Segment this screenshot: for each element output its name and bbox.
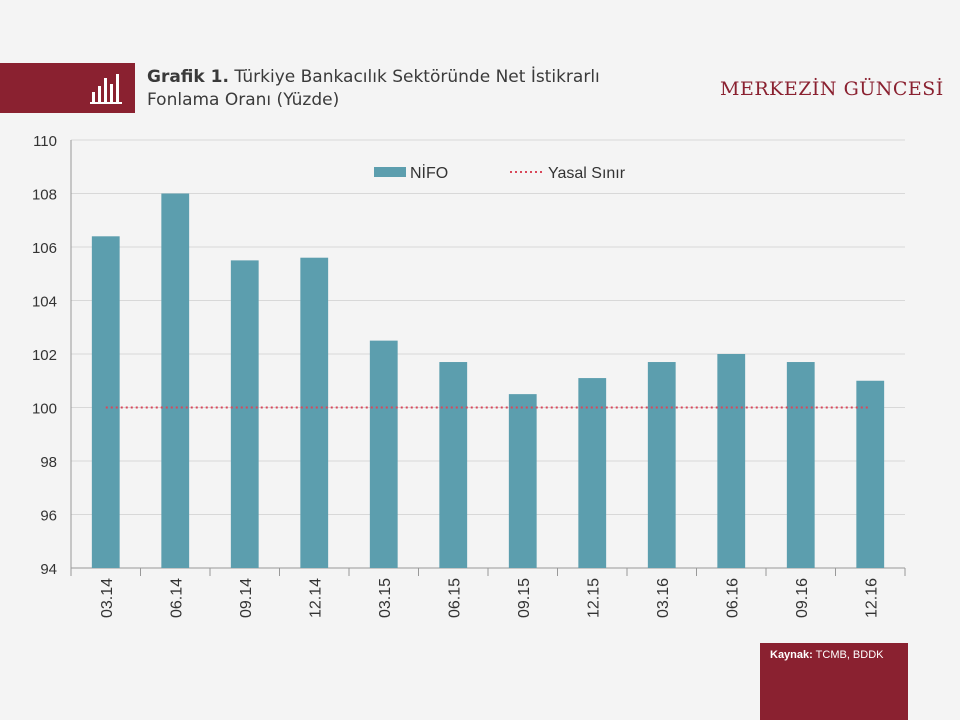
- x-tick-label: 12.14: [307, 578, 324, 618]
- source-note: Kaynak: TCMB, BDDK: [770, 649, 884, 661]
- y-tick-label: 108: [32, 187, 57, 204]
- y-tick-label: 102: [32, 347, 57, 364]
- title-line-1: Türkiye Bankacılık Sektöründe Net İstikr…: [228, 67, 600, 87]
- bar: [647, 362, 676, 568]
- bar: [91, 236, 120, 569]
- y-tick-label: 110: [33, 133, 57, 150]
- source-label: Kaynak:: [770, 649, 813, 661]
- title-label: Grafik 1.: [147, 67, 229, 87]
- brand-name: MERKEZİN GÜNCESİ: [720, 78, 944, 100]
- source-box: [760, 643, 908, 720]
- legend-label-nifo: NİFO: [410, 163, 448, 182]
- bar-chart-icon: [90, 74, 122, 104]
- bar: [578, 378, 607, 568]
- x-tick-label: 12.16: [863, 578, 880, 618]
- bar: [369, 340, 398, 568]
- bar: [717, 354, 746, 568]
- bar: [161, 193, 190, 568]
- y-tick-label: 100: [32, 401, 57, 418]
- x-tick-label: 03.14: [99, 578, 116, 618]
- x-tick-label: 09.16: [794, 578, 811, 618]
- bar: [300, 257, 329, 568]
- x-tick-label: 06.14: [168, 578, 185, 618]
- legend-label-limit: Yasal Sınır: [548, 165, 626, 182]
- y-tick-label: 106: [32, 240, 57, 257]
- x-tick-label: 06.16: [724, 578, 741, 618]
- y-tick-label: 98: [40, 454, 57, 471]
- bar: [230, 260, 259, 568]
- legend-swatch-nifo: [374, 167, 406, 177]
- source-value: TCMB, BDDK: [815, 649, 884, 661]
- x-tick-label: 12.15: [585, 578, 602, 618]
- y-tick-label: 94: [40, 561, 57, 578]
- x-tick-label: 09.15: [516, 578, 533, 618]
- bar: [508, 394, 537, 568]
- x-tick-label: 09.14: [238, 578, 255, 618]
- x-tick-label: 03.16: [655, 578, 672, 618]
- bar: [786, 362, 815, 568]
- x-tick-label: 03.15: [377, 578, 394, 618]
- bar: [439, 362, 468, 568]
- bar-chart: 94 96 98 100 102 104 106 108 110 03.14 06.14 09.14 1…: [32, 133, 906, 618]
- title-line-2: Fonlama Oranı (Yüzde): [147, 90, 340, 110]
- y-tick-label: 104: [32, 294, 57, 311]
- chart-title: Grafik 1. Türkiye Bankacılık Sektöründe …: [147, 66, 707, 112]
- y-tick-label: 96: [40, 508, 57, 525]
- bar: [856, 380, 885, 568]
- x-tick-label: 06.15: [446, 578, 463, 618]
